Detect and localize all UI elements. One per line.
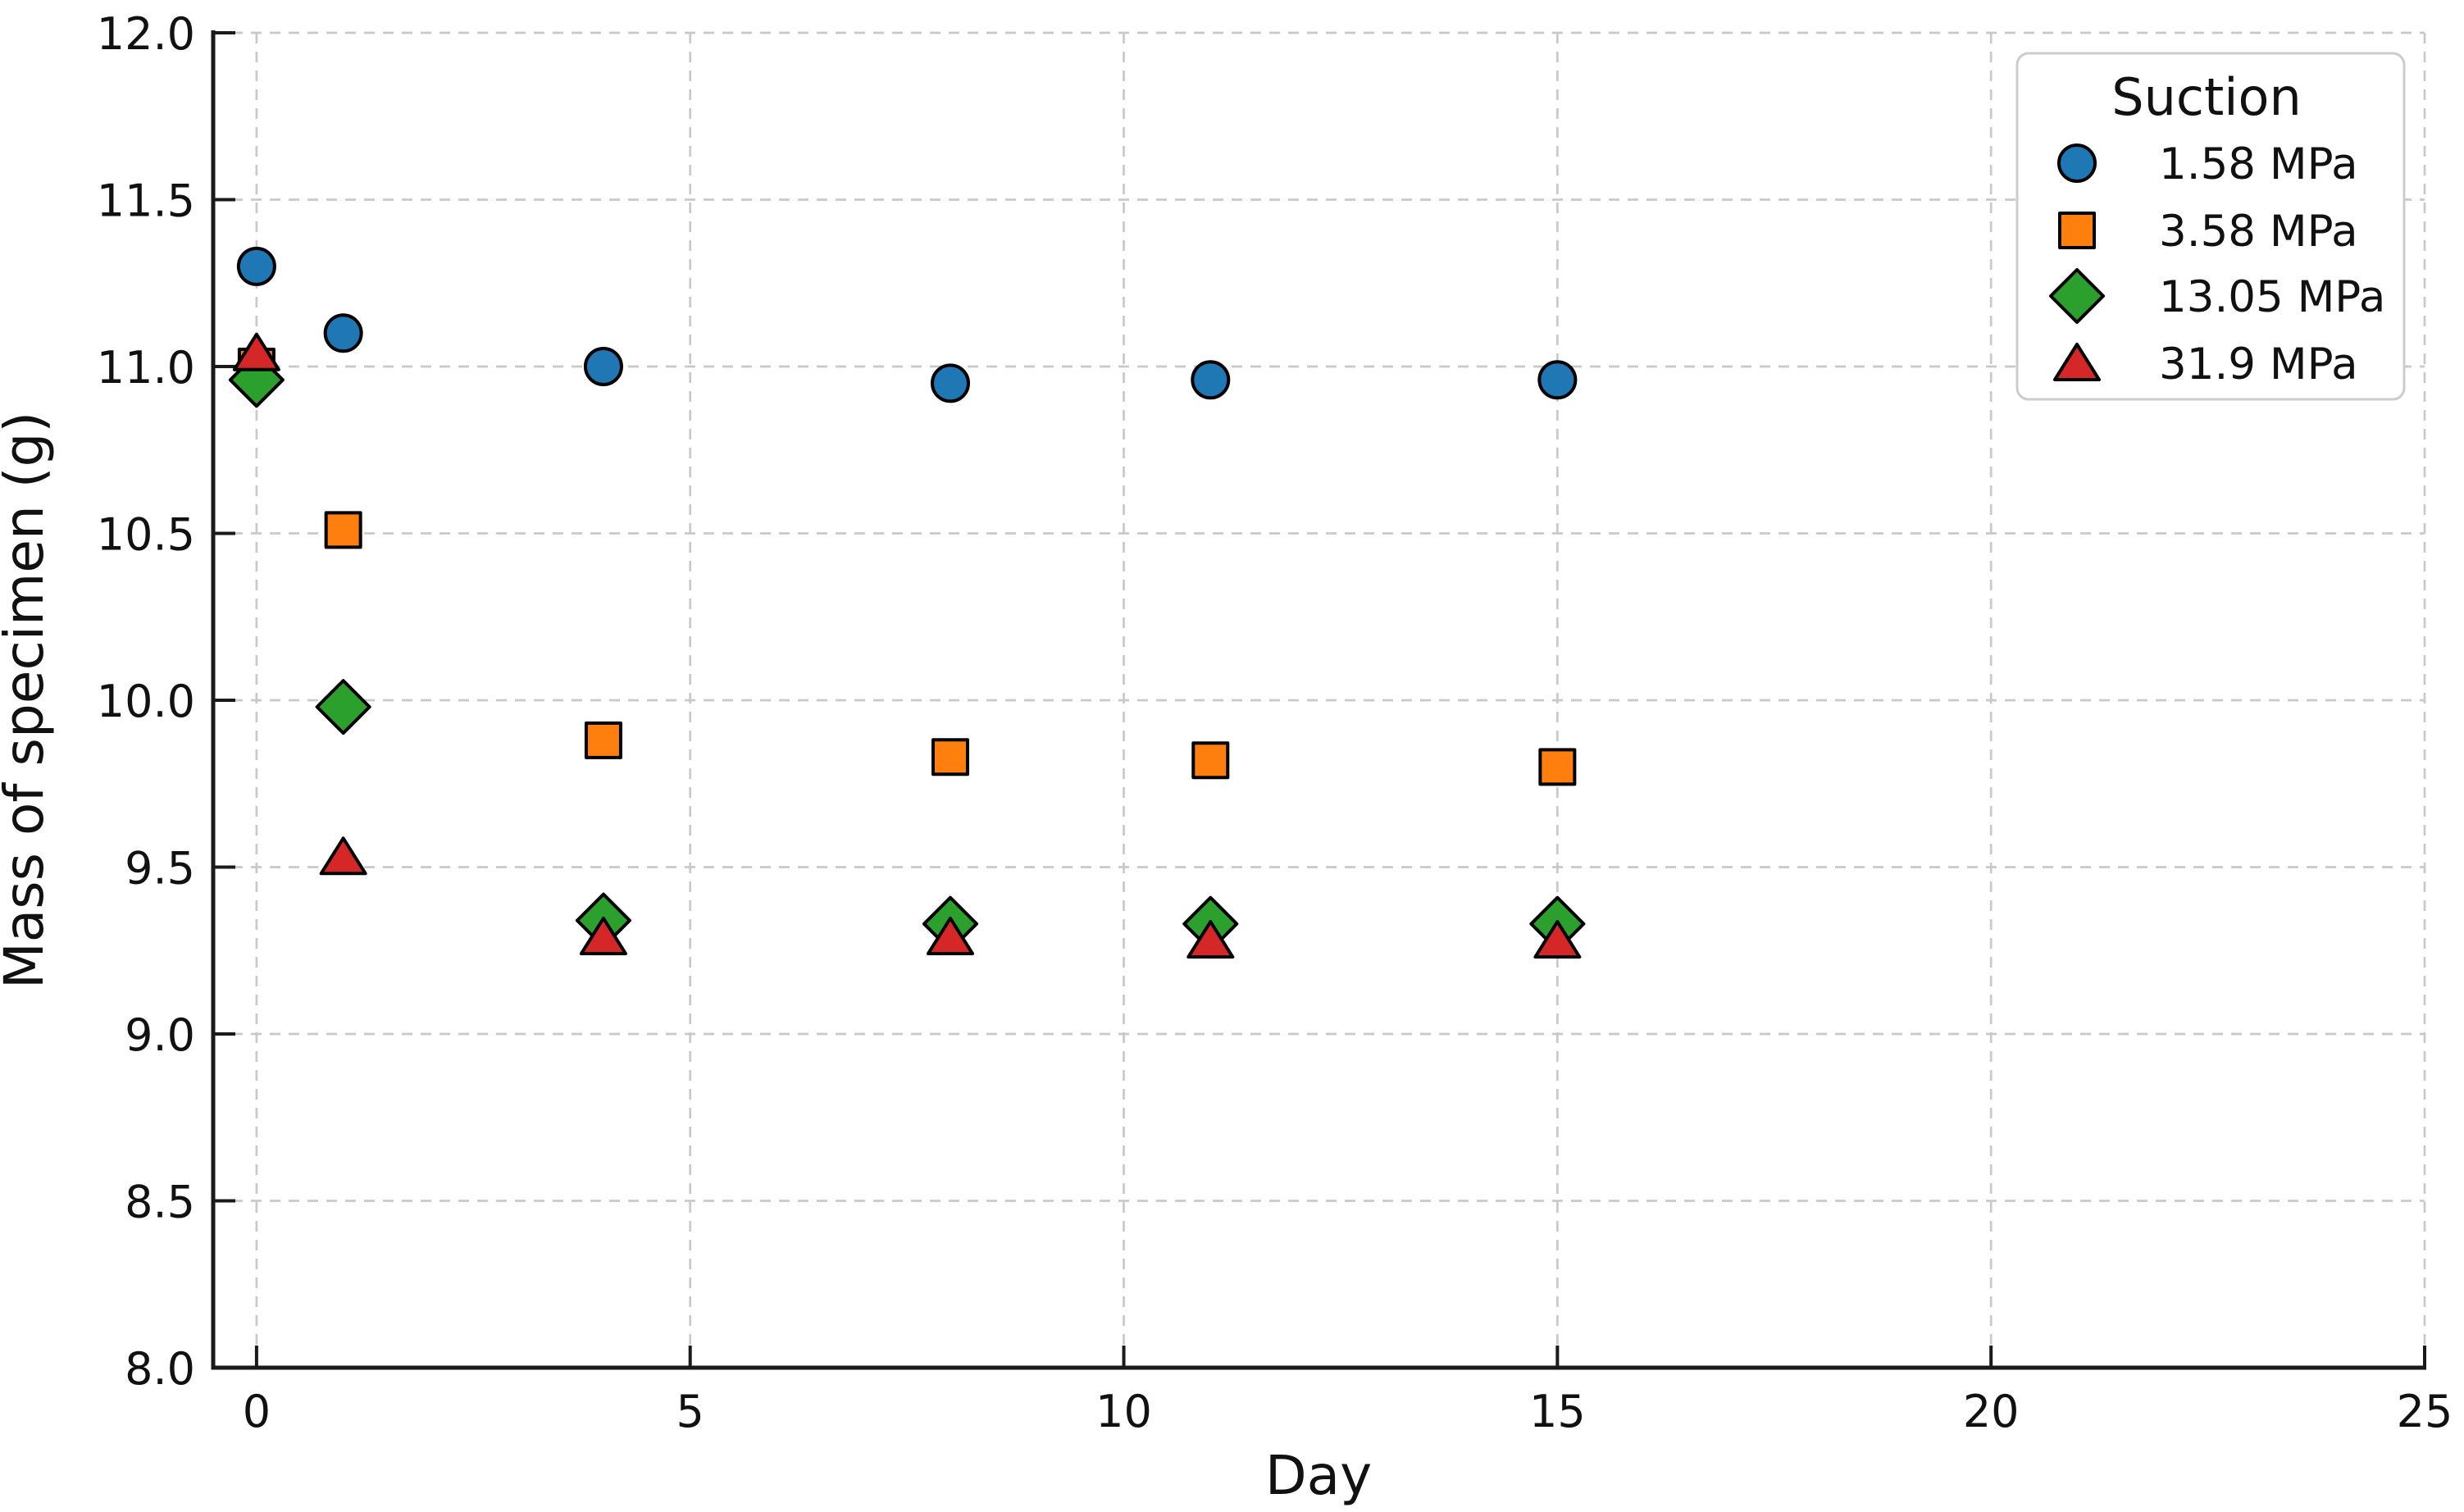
legend-item-label: 1.58 MPa (2159, 139, 2358, 189)
legend-item: 13.05 MPa (2049, 268, 2385, 324)
y-tick-label: 11.5 (97, 175, 195, 227)
marker-triangle (319, 836, 367, 876)
legend-item-label: 13.05 MPa (2159, 272, 2385, 322)
marker-circle (1191, 360, 1231, 400)
marker-triangle (2053, 343, 2101, 381)
x-tick-label: 10 (1095, 1386, 1152, 1437)
marker-diamond (315, 679, 371, 736)
y-axis-label: Mass of specimen (g) (0, 412, 56, 989)
legend-item-label: 31.9 MPa (2159, 339, 2358, 389)
y-tick-label: 9.5 (125, 843, 195, 895)
legend-item: 1.58 MPa (2057, 139, 2358, 189)
y-tick-label: 10.0 (97, 676, 195, 727)
y-tick-label: 10.5 (97, 509, 195, 561)
x-tick-label: 0 (243, 1386, 271, 1437)
marker-circle (931, 363, 970, 403)
marker-diamond (2049, 268, 2105, 324)
series-31-9-MPa (232, 332, 1582, 959)
marker-square (931, 738, 969, 776)
series-13-05-MPa (228, 352, 1586, 952)
marker-circle (583, 347, 623, 386)
x-tick-label: 25 (2397, 1386, 2453, 1437)
marker-square (584, 721, 622, 759)
legend-title: Suction (2111, 67, 2302, 127)
legend: Suction 1.58 MPa 3.58 MPa 13.05 MPa 31.9 MPa (2015, 52, 2406, 401)
marker-triangle (1533, 920, 1582, 959)
tick-labels: 0 5 10 15 20 25 8.0 8.5 9.0 9.5 10.0 10.5 11.0 11.5 12… (97, 8, 2453, 1437)
x-tick-label: 15 (1529, 1386, 1586, 1437)
marker-triangle (579, 916, 627, 955)
y-tick-label: 11.0 (97, 342, 195, 394)
y-tick-label: 12.0 (97, 8, 195, 60)
marker-circle (323, 313, 363, 353)
data-points (228, 246, 1586, 959)
legend-item-label: 3.58 MPa (2159, 207, 2358, 257)
marker-square (324, 511, 362, 549)
x-tick-label: 20 (1963, 1386, 2020, 1437)
marker-square (2058, 212, 2096, 249)
legend-box (2015, 52, 2406, 401)
y-tick-label: 9.0 (125, 1009, 195, 1061)
marker-circle (2057, 143, 2097, 183)
x-tick-label: 5 (676, 1386, 704, 1437)
legend-item: 31.9 MPa (2053, 339, 2358, 389)
series-3-58-MPa (237, 348, 1577, 786)
y-tick-label: 8.0 (125, 1343, 195, 1395)
marker-circle (236, 246, 276, 286)
legend-item: 3.58 MPa (2058, 207, 2358, 257)
x-axis-label: Day (1265, 1444, 1372, 1507)
marker-triangle (1186, 920, 1235, 959)
marker-circle (1537, 360, 1578, 400)
y-tick-label: 8.5 (125, 1177, 195, 1228)
marker-square (1538, 748, 1577, 786)
marker-triangle (232, 332, 280, 371)
marker-square (1191, 741, 1230, 780)
axis-ticks (213, 31, 2426, 1369)
series-1-58-MPa (236, 246, 1578, 403)
marker-triangle (927, 916, 974, 955)
